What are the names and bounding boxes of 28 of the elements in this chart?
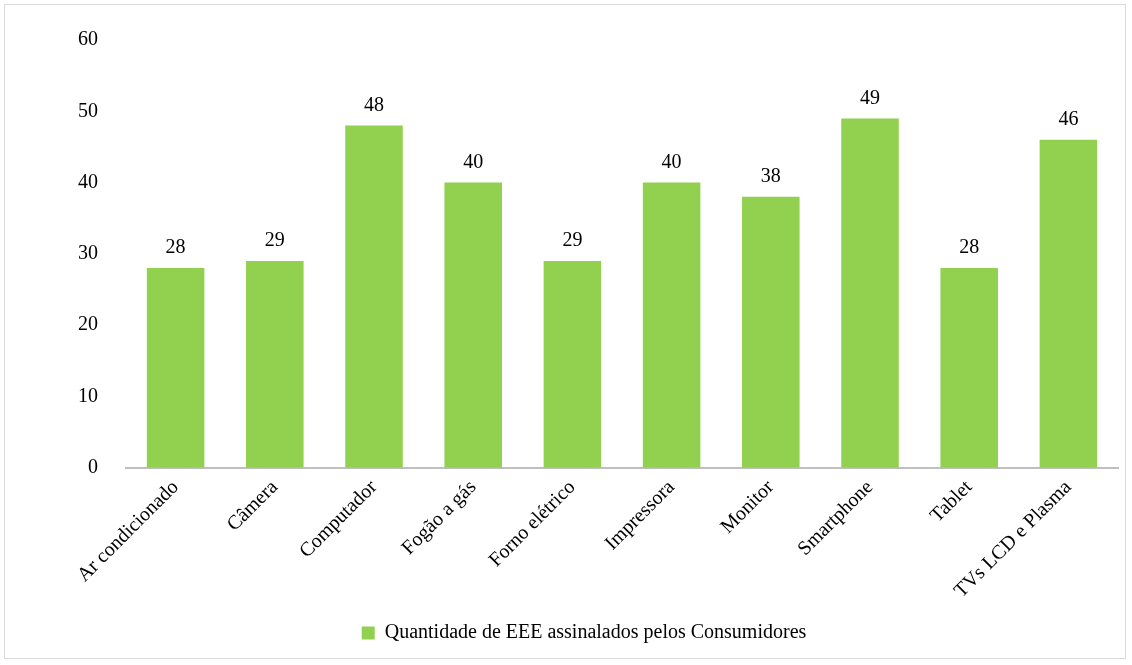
data-label: 28 — [165, 235, 186, 258]
bar — [146, 268, 205, 468]
data-label: 29 — [264, 228, 285, 251]
y-tick-label: 60 — [78, 27, 98, 50]
data-label: 38 — [760, 164, 781, 187]
bar — [345, 125, 403, 468]
data-label: 29 — [562, 228, 583, 251]
bar — [1039, 139, 1098, 468]
bar — [543, 260, 602, 468]
data-label: 40 — [661, 149, 682, 172]
data-label: 46 — [1058, 107, 1079, 130]
data-label: 40 — [463, 149, 484, 172]
y-tick-label: 50 — [78, 98, 98, 121]
y-tick-label: 20 — [78, 312, 98, 335]
data-label: 48 — [364, 92, 384, 115]
bar — [940, 268, 998, 468]
y-tick-label: 0 — [88, 454, 98, 477]
y-tick-label: 10 — [78, 383, 98, 406]
y-tick-label: 40 — [78, 169, 98, 192]
bar — [742, 196, 800, 468]
bar — [246, 260, 304, 468]
bar — [444, 182, 502, 468]
y-tick-label: 30 — [78, 241, 98, 264]
legend-label: Quantidade de EEE assinalados pelos Consumidores — [384, 620, 807, 644]
bar — [841, 118, 899, 468]
data-label: 49 — [860, 85, 880, 108]
bar — [642, 182, 701, 468]
data-label: 28 — [959, 235, 980, 258]
